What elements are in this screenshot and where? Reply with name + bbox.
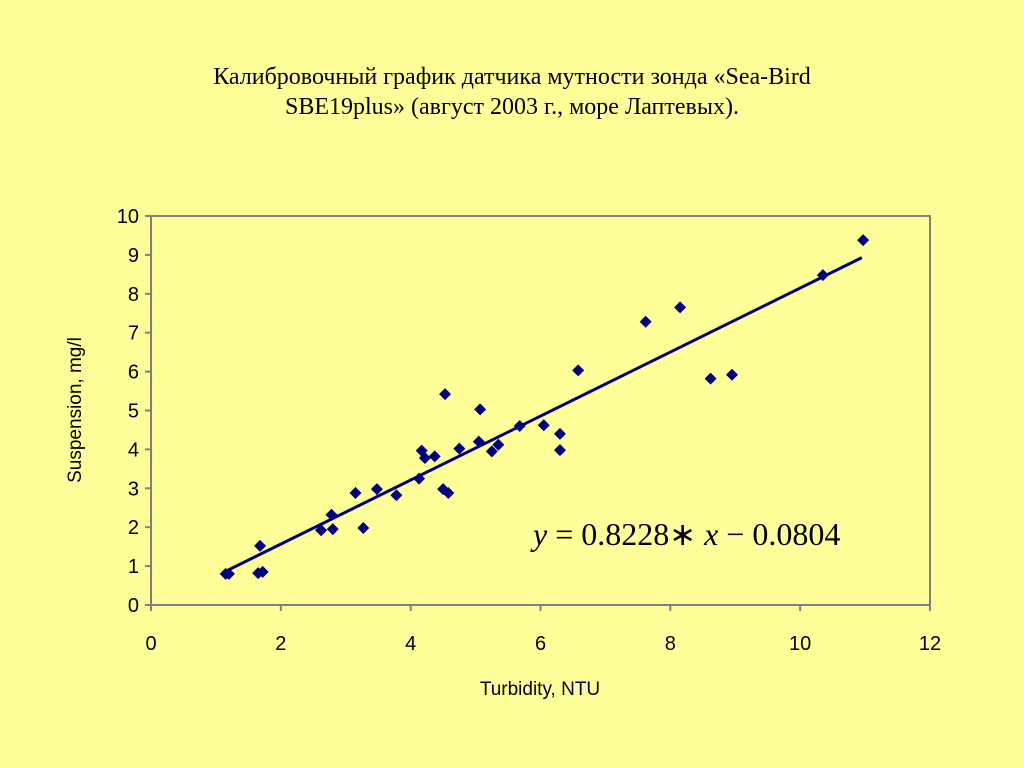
- data-point: [357, 521, 370, 534]
- data-point: [326, 523, 339, 536]
- y-tick-label: 8: [128, 284, 139, 306]
- y-tick-label: 6: [128, 362, 139, 384]
- data-point: [453, 442, 466, 455]
- y-tick-label: 3: [128, 478, 139, 500]
- data-point: [413, 472, 426, 485]
- data-point: [674, 301, 687, 314]
- y-tick-label: 10: [117, 206, 139, 228]
- y-tick-label: 9: [128, 245, 139, 267]
- data-point: [254, 539, 267, 552]
- x-axis-title: Turbidity, NTU: [480, 679, 600, 700]
- x-tick-label: 0: [145, 633, 156, 655]
- data-point: [492, 438, 505, 451]
- data-point: [474, 403, 487, 416]
- slide-title: Калибровочный график датчика мутности зо…: [112, 62, 912, 122]
- y-tick-label: 0: [128, 595, 139, 617]
- x-tick-label: 8: [665, 633, 676, 655]
- data-point: [349, 486, 362, 499]
- y-tick-label: 5: [128, 401, 139, 423]
- data-point: [726, 368, 739, 381]
- data-point: [572, 364, 585, 377]
- data-point: [428, 450, 441, 463]
- data-point: [315, 524, 328, 537]
- y-tick-label: 2: [128, 517, 139, 539]
- data-points: [219, 234, 870, 580]
- data-point: [485, 445, 498, 458]
- data-point: [325, 508, 338, 521]
- x-axis: 0 2 4 6 8 10 12: [145, 605, 941, 655]
- y-tick-label: 1: [128, 556, 139, 578]
- data-point: [370, 483, 383, 496]
- x-tick-label: 2: [275, 633, 286, 655]
- data-point: [513, 420, 526, 433]
- x-tick-label: 10: [789, 633, 811, 655]
- y-axis: 0 1 2 3 4 5 6 7 8 9 10: [117, 206, 151, 617]
- equation-multiply: ∗: [669, 516, 697, 552]
- plot-area-frame: [150, 215, 931, 606]
- data-point: [390, 489, 403, 502]
- x-tick-label: 6: [535, 633, 546, 655]
- x-tick-label: 12: [919, 633, 941, 655]
- slide-title-line-1: Калибровочный график датчика мутности зо…: [213, 64, 811, 90]
- data-point: [439, 388, 452, 401]
- equation-coefficient: = 0.8228: [547, 516, 670, 552]
- data-point: [553, 444, 566, 457]
- data-point: [857, 234, 870, 247]
- data-point: [816, 269, 829, 282]
- y-axis-title: Suspension, mg/l: [65, 337, 86, 483]
- data-point: [704, 372, 717, 385]
- data-point: [639, 315, 652, 328]
- x-tick-label: 4: [405, 633, 416, 655]
- slide-title-line-2: SBE19plus» (август 2003 г., море Лаптевы…: [284, 94, 739, 120]
- y-tick-label: 7: [128, 323, 139, 345]
- regression-equation: y = 0.8228∗ x − 0.0804: [533, 515, 840, 553]
- data-point: [553, 427, 566, 440]
- data-point: [222, 567, 235, 580]
- equation-y: y: [533, 516, 548, 552]
- y-tick-label: 4: [128, 439, 139, 461]
- equation-x: x: [696, 516, 719, 552]
- data-point: [256, 565, 269, 578]
- data-point: [537, 419, 550, 432]
- data-point: [472, 435, 485, 448]
- equation-intercept: − 0.0804: [718, 516, 841, 552]
- data-point: [418, 451, 431, 464]
- data-point: [442, 486, 455, 499]
